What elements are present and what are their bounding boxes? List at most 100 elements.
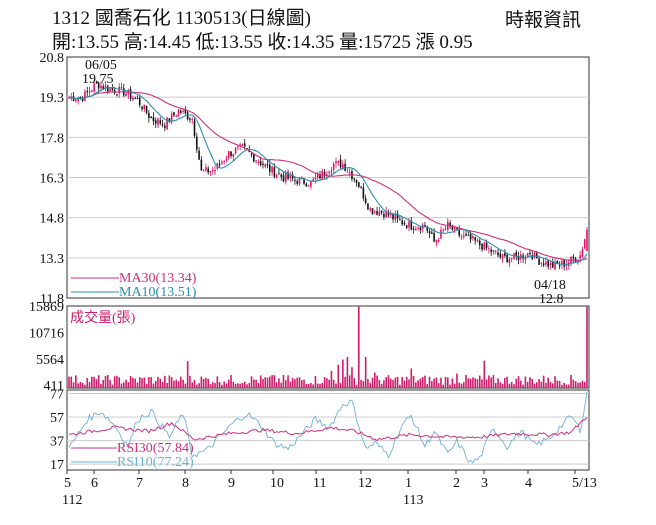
candle-body bbox=[335, 161, 337, 164]
volume-bar bbox=[497, 378, 499, 388]
candle-body bbox=[186, 112, 189, 120]
rsi30-line bbox=[68, 417, 588, 442]
volume-bar bbox=[223, 381, 225, 388]
candle-body bbox=[392, 213, 394, 220]
candle-body bbox=[437, 239, 440, 242]
candle-body bbox=[314, 177, 317, 179]
candle-body bbox=[442, 229, 445, 231]
volume-bar bbox=[307, 383, 310, 388]
volume-bar bbox=[440, 377, 442, 388]
candle-body bbox=[68, 97, 70, 99]
candle-body bbox=[542, 263, 545, 266]
volume-bar bbox=[346, 356, 349, 388]
volume-bar bbox=[170, 377, 173, 388]
volume-bar bbox=[164, 375, 166, 388]
candle-body bbox=[202, 170, 205, 172]
volume-bar bbox=[77, 383, 79, 388]
candle-body bbox=[494, 251, 497, 253]
candle-body bbox=[305, 183, 308, 187]
candle-body bbox=[97, 82, 100, 89]
candle-body bbox=[159, 120, 162, 124]
volume-bar bbox=[209, 384, 212, 388]
candle-body bbox=[444, 228, 447, 230]
volume-bar bbox=[282, 374, 285, 388]
volume-bar bbox=[132, 377, 134, 388]
month-label: 12 bbox=[358, 476, 372, 491]
volume-bar bbox=[572, 379, 575, 388]
candle-body bbox=[152, 117, 155, 122]
volume-bar bbox=[111, 384, 114, 388]
candle-body bbox=[367, 203, 369, 210]
candle-body bbox=[330, 170, 333, 172]
candle-body bbox=[499, 253, 502, 258]
volume-bar bbox=[403, 380, 406, 388]
volume-bar bbox=[234, 383, 237, 388]
volume-bar bbox=[426, 384, 429, 388]
volume-bar bbox=[451, 378, 454, 388]
candle-body bbox=[312, 179, 314, 182]
ma30-line bbox=[68, 91, 588, 261]
volume-bar bbox=[392, 380, 394, 388]
candle-body bbox=[93, 83, 95, 92]
volume-bar bbox=[232, 382, 235, 388]
volume-bar bbox=[221, 384, 223, 388]
volume-bar bbox=[180, 376, 182, 388]
month-label: 2 bbox=[453, 476, 460, 491]
volume-bar bbox=[175, 379, 178, 388]
month-label: 6 bbox=[91, 476, 98, 491]
candle-body bbox=[492, 250, 495, 252]
volume-bar bbox=[326, 378, 328, 388]
candle-body bbox=[332, 163, 335, 170]
candle-body bbox=[394, 214, 397, 220]
volume-tick-label: 10716 bbox=[29, 327, 64, 342]
candle-body bbox=[417, 227, 419, 229]
volume-bar bbox=[389, 378, 392, 388]
candle-body bbox=[497, 252, 499, 256]
volume-bar bbox=[469, 378, 472, 388]
candle-body bbox=[175, 115, 178, 117]
candle-body bbox=[287, 172, 289, 179]
candle-body bbox=[275, 174, 278, 178]
volume-bar bbox=[141, 378, 143, 388]
volume-bar bbox=[494, 382, 497, 388]
candle-body bbox=[478, 240, 481, 246]
low-annotation-date: 04/18 bbox=[534, 278, 566, 293]
volume-bar bbox=[335, 383, 337, 388]
candle-body bbox=[572, 256, 575, 259]
volume-bar bbox=[289, 381, 292, 388]
volume-bar bbox=[565, 384, 568, 388]
high-annotation-value: 19.75 bbox=[82, 72, 114, 87]
candle-body bbox=[91, 90, 93, 92]
legend-label: MA30(13.34) bbox=[119, 271, 197, 286]
rsi-tick-label: 37 bbox=[50, 435, 64, 450]
volume-bar bbox=[230, 375, 232, 388]
volume-bar bbox=[186, 361, 189, 388]
volume-bar bbox=[182, 379, 184, 388]
volume-bar bbox=[310, 383, 312, 388]
candle-body bbox=[207, 168, 209, 173]
volume-bar bbox=[485, 379, 488, 388]
volume-bar bbox=[421, 377, 424, 388]
volume-bar bbox=[237, 383, 239, 388]
volume-bar bbox=[273, 375, 276, 388]
candle-body bbox=[161, 124, 164, 126]
candle-body bbox=[380, 210, 383, 213]
rsi-tick-label: 17 bbox=[50, 458, 64, 473]
volume-bar bbox=[376, 375, 378, 388]
volume-bar bbox=[533, 383, 536, 388]
volume-bar bbox=[581, 380, 584, 388]
volume-bar bbox=[529, 377, 531, 388]
candle-body bbox=[355, 179, 358, 183]
volume-bar bbox=[399, 384, 401, 388]
candle-body bbox=[296, 181, 298, 184]
volume-bar bbox=[328, 379, 330, 388]
volume-bar bbox=[506, 376, 508, 388]
volume-bar bbox=[253, 379, 255, 388]
candle-body bbox=[255, 160, 257, 162]
candle-body bbox=[141, 106, 143, 110]
price-panel: 20.8 19.3 17.8 16.3 14.8 13.3 11.8 MA30(13.34)M… bbox=[40, 51, 590, 307]
volume-bar bbox=[127, 382, 130, 388]
volume-bar bbox=[278, 378, 280, 388]
candle-body bbox=[134, 97, 136, 99]
